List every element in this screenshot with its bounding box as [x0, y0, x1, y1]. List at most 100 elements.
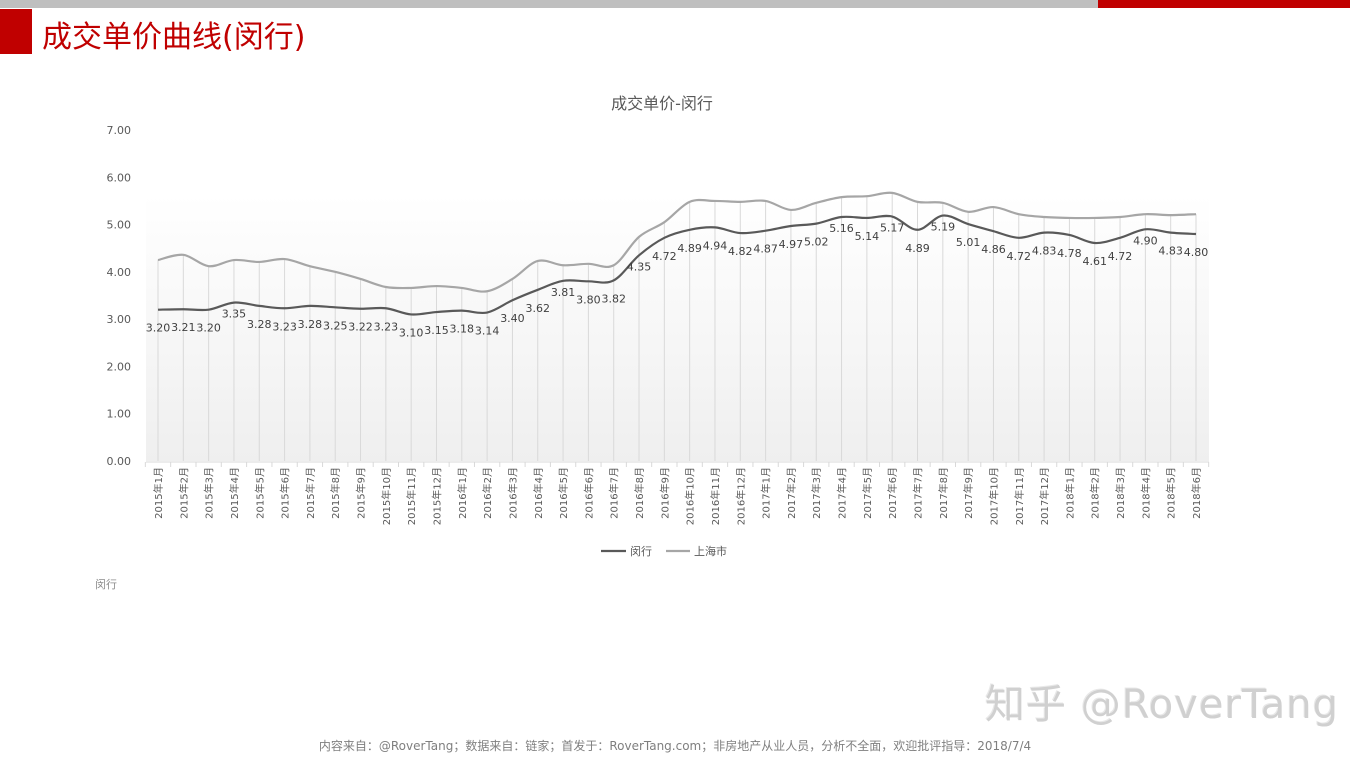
- x-tick-label: 2017年10月: [987, 467, 1000, 525]
- x-tick-label: 2015年9月: [355, 467, 368, 519]
- x-tick-label: 2017年7月: [912, 467, 925, 519]
- data-label: 5.19: [931, 221, 956, 234]
- x-tick-label: 2016年11月: [709, 467, 722, 525]
- x-tick-label: 2017年4月: [836, 467, 849, 519]
- y-tick-label: 1.00: [107, 408, 132, 421]
- data-label: 3.23: [272, 320, 297, 333]
- data-label: 4.90: [1133, 234, 1158, 247]
- x-tick-label: 2015年11月: [405, 467, 418, 525]
- data-label: 5.17: [880, 222, 905, 235]
- data-label: 3.40: [500, 312, 525, 325]
- data-label: 3.35: [222, 308, 247, 321]
- data-label: 5.16: [829, 222, 854, 235]
- data-label: 3.21: [171, 321, 196, 334]
- x-tick-label: 2018年6月: [1190, 467, 1203, 519]
- data-label: 4.61: [1082, 255, 1107, 268]
- data-label: 3.62: [526, 302, 551, 315]
- legend: 闵行 上海市: [601, 544, 727, 558]
- x-tick-label: 2018年4月: [1139, 467, 1152, 519]
- x-tick-label: 2016年4月: [532, 467, 545, 519]
- data-label: 3.18: [450, 323, 475, 336]
- x-tick-label: 2015年8月: [329, 467, 342, 519]
- data-label: 3.82: [601, 292, 626, 305]
- data-label: 4.72: [652, 250, 677, 263]
- x-tick-label: 2017年9月: [962, 467, 975, 519]
- data-label: 4.89: [677, 242, 702, 255]
- x-tick-label: 2016年12月: [734, 467, 747, 525]
- data-label: 4.83: [1032, 245, 1057, 258]
- data-label: 5.02: [804, 236, 829, 249]
- legend-label-minhang: 闵行: [630, 544, 652, 558]
- y-tick-label: 0.00: [107, 455, 132, 468]
- data-label: 3.10: [399, 326, 424, 339]
- data-label: 4.80: [1184, 246, 1209, 259]
- x-tick-label: 2017年8月: [937, 467, 950, 519]
- data-label: 3.22: [348, 321, 373, 334]
- x-tick-label: 2015年2月: [177, 467, 190, 519]
- series-line-shanghai: [157, 191, 1197, 293]
- data-label: 3.28: [298, 318, 323, 331]
- data-label: 4.35: [627, 260, 652, 273]
- data-label: 5.01: [956, 236, 981, 249]
- legend-item-minhang[interactable]: 闵行: [601, 544, 652, 558]
- y-tick-label: 5.00: [107, 219, 132, 232]
- data-label: 4.82: [728, 245, 753, 258]
- x-tick-label: 2016年1月: [456, 467, 469, 519]
- x-tick-label: 2018年3月: [1114, 467, 1127, 519]
- x-tick-label: 2016年6月: [582, 467, 595, 519]
- x-tick-label: 2017年2月: [785, 467, 798, 519]
- plot-area-background: [146, 195, 1209, 461]
- x-tick-label: 2018年1月: [1063, 467, 1076, 519]
- data-label: 4.86: [981, 243, 1006, 256]
- footer-credits: 内容来自：@RoverTang；数据来自：链家；首发于：RoverTang.co…: [318, 739, 1032, 753]
- footnote-label: 闵行: [95, 578, 117, 591]
- series-line-minhang: [157, 214, 1197, 316]
- x-tick-label: 2015年12月: [430, 467, 443, 525]
- y-tick-label: 7.00: [107, 124, 132, 137]
- title-accent-block: [0, 9, 32, 54]
- x-tick-label: 2017年11月: [1013, 467, 1026, 525]
- data-label: 3.20: [146, 322, 171, 335]
- x-axis: 2015年1月 2015年2月 2015年3月 2015年4月 2015年5月 2015年…: [144, 462, 1210, 525]
- x-tick-label: 2015年7月: [304, 467, 317, 519]
- watermark: 知乎 @RoverTang: [985, 682, 1339, 728]
- data-label: 3.25: [323, 319, 348, 332]
- x-tick-label: 2016年2月: [481, 467, 494, 519]
- x-tick-label: 2017年5月: [861, 467, 874, 519]
- data-label: 3.20: [196, 322, 221, 335]
- x-tick-label: 2016年8月: [633, 467, 646, 519]
- x-tick-label: 2016年3月: [506, 467, 519, 519]
- y-tick-label: 6.00: [107, 171, 132, 184]
- chart-title: 成交单价-闵行: [611, 94, 713, 113]
- x-tick-label: 2017年1月: [760, 467, 773, 519]
- line-chart: 成交单价-闵行 0.00 1.00 2.00 3.00 4.00 5.00 6.00 7.00…: [107, 94, 1210, 558]
- x-tick-label: 2015年3月: [203, 467, 216, 519]
- data-label: 4.94: [703, 239, 728, 252]
- data-label: 4.89: [905, 242, 930, 255]
- y-axis: 0.00 1.00 2.00 3.00 4.00 5.00 6.00 7.00: [107, 124, 132, 468]
- data-label: 4.72: [1108, 250, 1133, 263]
- data-labels: 3.20 3.21 3.203.353.28 3.23 3.28 3.25 3.22 3.23…: [146, 221, 1209, 340]
- x-tick-label: 2016年10月: [684, 467, 697, 525]
- data-label: 4.87: [753, 243, 778, 256]
- data-label: 3.14: [475, 325, 500, 338]
- data-label: 3.23: [374, 320, 399, 333]
- data-label: 4.83: [1158, 245, 1183, 258]
- legend-label-shanghai: 上海市: [694, 544, 727, 558]
- vertical-gridlines: [157, 192, 1197, 461]
- y-tick-label: 3.00: [107, 313, 132, 326]
- data-label: 3.80: [576, 293, 601, 306]
- y-tick-label: 4.00: [107, 266, 132, 279]
- x-tick-label: 2016年7月: [608, 467, 621, 519]
- x-tick-label: 2015年6月: [279, 467, 292, 519]
- x-tick-label: 2015年10月: [380, 467, 393, 525]
- data-label: 4.97: [779, 238, 804, 251]
- x-tick-label: 2018年5月: [1165, 467, 1178, 519]
- data-label: 3.81: [551, 286, 576, 299]
- x-tick-label: 2015年1月: [152, 467, 165, 519]
- legend-item-shanghai[interactable]: 上海市: [666, 544, 727, 558]
- x-tick-label: 2015年5月: [253, 467, 266, 519]
- data-label: 3.28: [247, 318, 272, 331]
- x-tick-label: 2015年4月: [228, 467, 241, 519]
- x-tick-label: 2017年12月: [1038, 467, 1051, 525]
